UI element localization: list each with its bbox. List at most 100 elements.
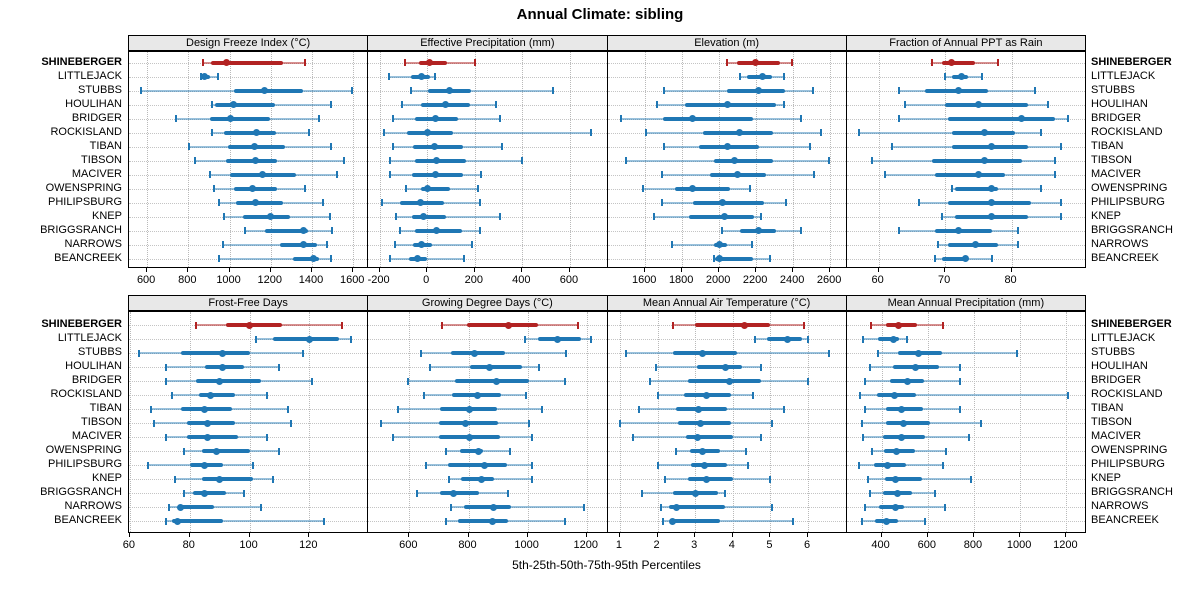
axis-tick-label: 5: [766, 539, 773, 551]
whisker-cap: [531, 475, 534, 483]
whisker-cap: [173, 475, 176, 483]
whisker-cap: [303, 59, 306, 66]
station-label-left: MACIVER: [71, 167, 122, 180]
whisker-cap: [858, 391, 861, 399]
whisker-cap: [396, 405, 399, 413]
bar-25-75: [687, 477, 733, 481]
median-dot: [416, 199, 424, 206]
whisker-5-95: [395, 243, 473, 246]
median-dot: [213, 447, 221, 455]
whisker-cap: [498, 213, 501, 220]
bar-25-75: [201, 477, 253, 481]
station-label-left: TIBSON: [81, 153, 122, 166]
whisker-cap: [980, 73, 983, 80]
whisker-cap: [217, 73, 220, 80]
row-gridline: [846, 479, 1085, 480]
whisker-cap: [1067, 115, 1070, 122]
whisker-cap: [959, 405, 962, 413]
row-gridline: [129, 230, 368, 232]
bar-25-75: [668, 505, 726, 509]
whisker-cap: [404, 185, 407, 192]
axis-tick-label: 800: [178, 274, 197, 286]
station-label-left: NARROWS: [64, 237, 122, 250]
median-dot: [891, 503, 899, 511]
median-dot: [174, 517, 182, 525]
median-dot: [504, 321, 512, 329]
whisker-cap: [149, 405, 152, 413]
median-dot: [230, 101, 238, 108]
bar-25-75: [714, 256, 754, 261]
axis-tick: [467, 533, 469, 537]
axis-tick: [769, 533, 771, 537]
whisker-cap: [662, 517, 665, 525]
median-dot: [755, 227, 763, 234]
median-dot: [300, 241, 308, 248]
median-dot: [250, 143, 258, 150]
panel-strip: Frost-Free Days: [128, 295, 369, 311]
whisker-5-95: [396, 215, 500, 218]
whisker-cap: [897, 87, 900, 94]
bar-25-75: [713, 158, 773, 163]
whisker-5-95: [168, 506, 262, 508]
median-dot: [751, 59, 759, 66]
station-label-left: OWENSPRING: [45, 444, 122, 456]
row-gridline: [846, 493, 1085, 494]
axis-tick: [972, 533, 974, 537]
panel-design-freeze-index-c-: [128, 51, 369, 268]
panel-strip: Fraction of Annual PPT as Rain: [845, 35, 1086, 51]
gridline: [830, 52, 832, 267]
whisker-cap: [531, 433, 534, 441]
whisker-cap: [877, 349, 880, 357]
station-label-right: BEANCREEK: [1091, 514, 1159, 526]
median-dot: [715, 255, 723, 262]
whisker-cap: [335, 171, 338, 178]
axis-tick: [269, 268, 271, 272]
gridline: [569, 52, 571, 267]
panel-fraction-of-annual-ppt-as-rain: [845, 51, 1086, 268]
median-dot: [216, 377, 224, 385]
whisker-cap: [653, 213, 656, 220]
median-dot: [954, 227, 962, 234]
whisker-cap: [656, 101, 659, 108]
median-dot: [417, 73, 425, 80]
whisker-5-95: [165, 520, 325, 522]
station-label-left: KNEP: [92, 209, 122, 222]
axis-tick: [880, 533, 882, 537]
whisker-cap: [990, 255, 993, 262]
whisker-5-95: [384, 131, 592, 134]
station-label-left: LITTLEJACK: [57, 69, 122, 82]
station-label-left: OWENSPRING: [45, 181, 122, 194]
median-dot: [988, 185, 996, 192]
whisker-cap: [164, 363, 167, 371]
whisker-cap: [671, 321, 674, 329]
whisker-cap: [1060, 199, 1063, 206]
gridline: [1020, 312, 1022, 532]
whisker-cap: [139, 87, 142, 94]
station-label-left: STUBBS: [77, 346, 122, 358]
bar-25-75: [211, 60, 284, 65]
whisker-cap: [193, 157, 196, 164]
gridline: [309, 312, 311, 532]
median-dot: [222, 59, 230, 66]
whisker-cap: [199, 73, 202, 80]
whisker-cap: [897, 115, 900, 122]
station-label-right: LITTLEJACK: [1091, 69, 1156, 82]
gridline: [770, 312, 772, 532]
bar-25-75: [685, 435, 733, 439]
station-label-right: ROCKISLAND: [1091, 388, 1163, 400]
gridline: [657, 312, 659, 532]
median-dot: [473, 391, 481, 399]
whisker-cap: [800, 115, 803, 122]
median-dot: [891, 475, 899, 483]
station-label-left: SHINEBERGER: [41, 55, 122, 68]
row-gridline: [368, 258, 607, 260]
station-label-left: TIBAN: [89, 402, 122, 414]
median-dot: [688, 185, 696, 192]
whisker-cap: [807, 335, 809, 343]
row-gridline: [846, 395, 1085, 396]
gridline: [249, 312, 251, 532]
station-label-right: TIBAN: [1091, 139, 1124, 152]
median-dot: [948, 59, 956, 66]
median-dot: [423, 185, 431, 192]
station-label-left: STUBBS: [77, 83, 122, 96]
